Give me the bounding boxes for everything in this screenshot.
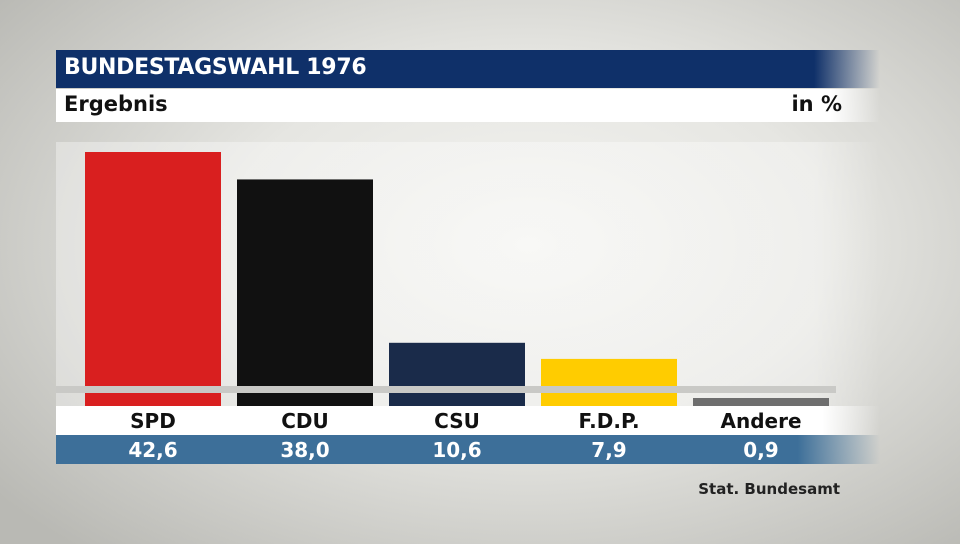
source-note: Stat. Bundesamt: [698, 480, 840, 498]
chart-title: BUNDESTAGSWAHL 1976: [64, 55, 367, 80]
value-label: 42,6: [128, 438, 178, 462]
title-bar: BUNDESTAGSWAHL 1976: [56, 50, 880, 88]
value-label: 10,6: [432, 438, 482, 462]
value-label: 38,0: [280, 438, 330, 462]
bar-cdu: [237, 179, 373, 406]
unit-label: in %: [791, 92, 842, 116]
category-label: Andere: [720, 409, 802, 433]
bar-andere: [693, 398, 829, 406]
bar-csu: [389, 342, 525, 406]
baseline-band: [56, 386, 836, 393]
subtitle-bar: Ergebnis in %: [56, 89, 880, 122]
value-label-row: 42,6 38,0 10,6 7,9 0,9: [56, 435, 880, 464]
bar-f-d-p: [541, 358, 677, 406]
value-label: 7,9: [591, 438, 627, 462]
bar-chart: [56, 152, 836, 406]
category-label: F.D.P.: [578, 409, 640, 433]
value-label: 0,9: [743, 438, 779, 462]
category-label: CDU: [281, 409, 329, 433]
category-label: SPD: [130, 409, 176, 433]
category-label: CSU: [434, 409, 480, 433]
bar-spd: [85, 152, 221, 406]
chart-subtitle: Ergebnis: [64, 92, 168, 116]
category-label-row: SPD CDU CSU F.D.P. Andere: [56, 406, 880, 435]
plot-area: [56, 142, 880, 406]
